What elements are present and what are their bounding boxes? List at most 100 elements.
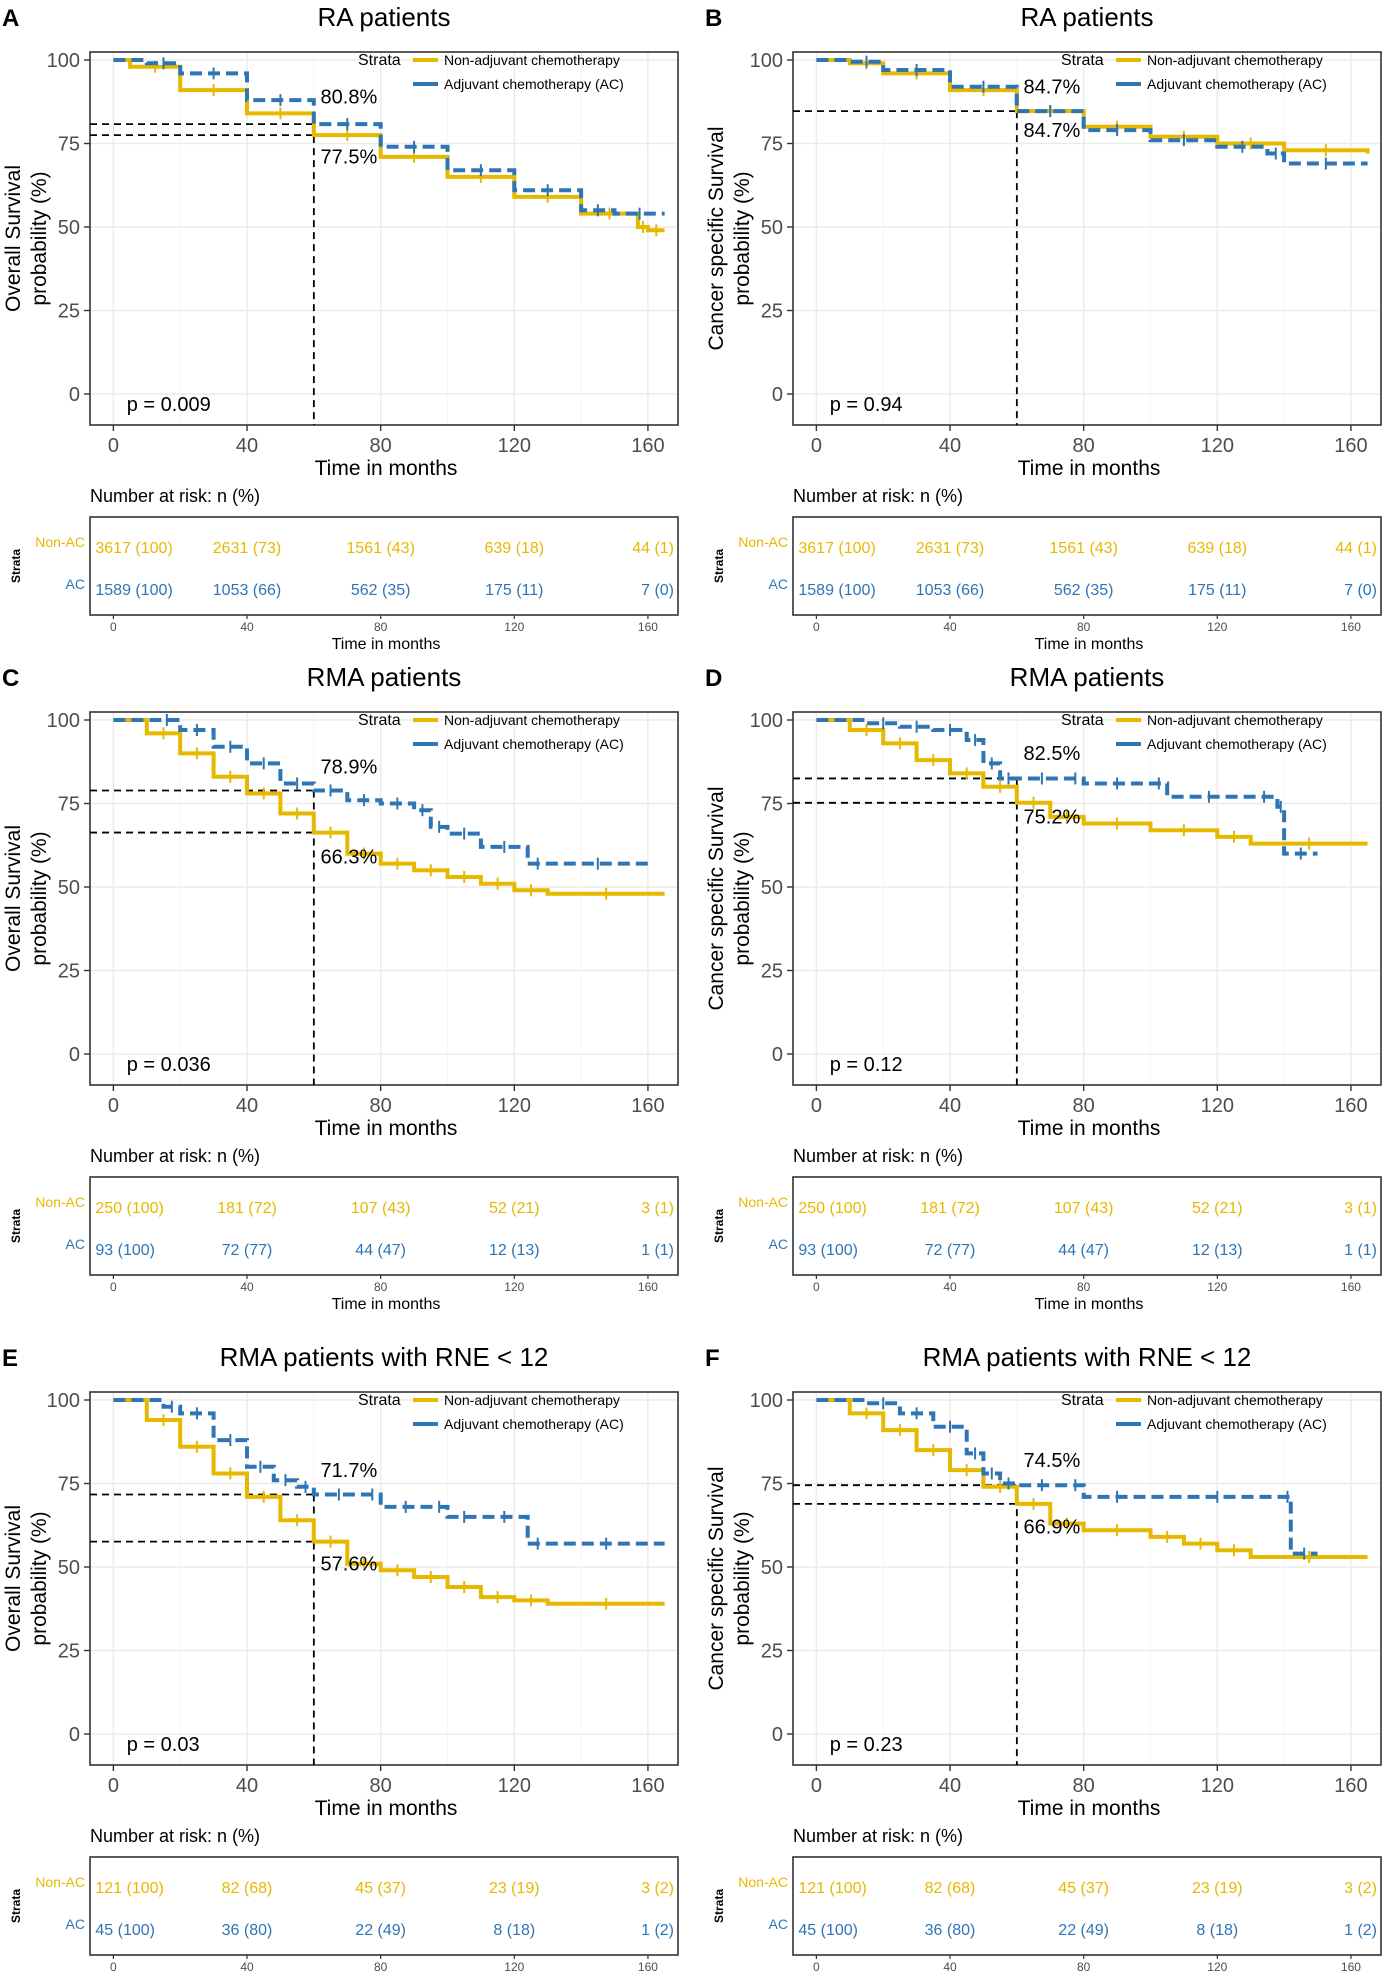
risk-x-tick-label: 120 — [1207, 1280, 1227, 1294]
risk-cell: 44 (47) — [355, 1242, 406, 1259]
y-axis-label: Cancer specific Survival probability (%) — [705, 1466, 754, 1690]
curve-adjuvant — [816, 58, 1368, 166]
x-tick-label: 120 — [498, 1775, 531, 1797]
plot-border — [89, 51, 679, 426]
risk-cell: 82 (68) — [222, 1880, 273, 1897]
legend-label: Adjuvant chemotherapy (AC) — [1147, 76, 1327, 92]
risk-x-tick-label: 0 — [813, 1280, 820, 1294]
risk-cell: 175 (11) — [485, 582, 543, 599]
y-tick-label: 25 — [761, 1641, 783, 1663]
legend-label: Non-adjuvant chemotherapy — [444, 712, 620, 728]
risk-x-tick-label: 40 — [943, 1960, 957, 1974]
p-value: p = 0.009 — [127, 394, 211, 416]
risk-x-tick-label: 0 — [813, 620, 820, 634]
risk-cell: 12 (13) — [489, 1242, 540, 1259]
risk-cell: 3617 (100) — [798, 540, 875, 557]
y-tick-label: 50 — [58, 217, 80, 239]
risk-axis-title: Strata — [9, 549, 23, 583]
risk-cell: 1053 (66) — [213, 582, 282, 599]
risk-x-tick-label: 0 — [110, 620, 117, 634]
risk-row-label: AC — [66, 1916, 85, 1932]
panel-letter: A — [2, 5, 19, 32]
risk-row-label: Non-AC — [738, 534, 788, 550]
x-tick-label: 120 — [498, 435, 531, 457]
risk-x-tick-label: 160 — [1341, 1960, 1361, 1974]
legend-title: Strata — [358, 52, 401, 69]
panel-letter: D — [705, 665, 722, 692]
annotation-label: 66.3% — [321, 847, 378, 869]
y-axis-label-line: Cancer specific Survival — [705, 786, 728, 1010]
y-tick-label: 25 — [761, 961, 783, 983]
y-axis-label-line: probability (%) — [731, 1511, 754, 1645]
y-tick-label: 100 — [47, 50, 80, 72]
x-tick-label: 80 — [370, 1775, 392, 1797]
y-tick-label: 50 — [761, 217, 783, 239]
risk-x-tick-label: 0 — [813, 1960, 820, 1974]
risk-cell: 175 (11) — [1188, 582, 1246, 599]
annotation-label: 74.5% — [1024, 1450, 1081, 1472]
risk-x-tick-label: 80 — [374, 1280, 388, 1294]
risk-cell: 3 (1) — [641, 1200, 674, 1217]
risk-cell: 52 (21) — [489, 1200, 540, 1217]
risk-cell: 22 (49) — [355, 1922, 406, 1939]
risk-cell: 1589 (100) — [798, 582, 875, 599]
risk-table-title: Number at risk: n (%) — [90, 1146, 260, 1166]
risk-cell: 45 (37) — [355, 1880, 406, 1897]
y-axis-label-line: Cancer specific Survival — [705, 126, 728, 350]
p-value: p = 0.23 — [830, 1734, 903, 1756]
legend-label: Non-adjuvant chemotherapy — [1147, 1392, 1323, 1408]
risk-x-tick-label: 120 — [1207, 1960, 1227, 1974]
risk-row-label: AC — [66, 576, 85, 592]
annotation-label: 77.5% — [321, 147, 378, 169]
risk-cell: 2631 (73) — [916, 540, 985, 557]
p-value: p = 0.03 — [127, 1734, 200, 1756]
risk-row-label: Non-AC — [35, 1194, 85, 1210]
risk-cell: 2631 (73) — [213, 540, 282, 557]
y-tick-label: 100 — [750, 710, 783, 732]
risk-x-tick-label: 160 — [638, 620, 658, 634]
y-axis-label-line: probability (%) — [28, 1511, 51, 1645]
p-value: p = 0.94 — [830, 394, 903, 416]
x-axis-label: Time in months — [315, 1797, 458, 1820]
y-tick-label: 50 — [58, 877, 80, 899]
y-axis-label-line: probability (%) — [28, 831, 51, 965]
x-tick-label: 80 — [1073, 1095, 1095, 1117]
risk-cell: 1561 (43) — [346, 540, 415, 557]
x-tick-label: 120 — [1201, 435, 1234, 457]
risk-row-label: AC — [769, 576, 788, 592]
risk-cell: 44 (1) — [632, 540, 674, 557]
risk-table-title: Number at risk: n (%) — [90, 1826, 260, 1846]
panel-d: D RMA patients 0 25 50 75 100 0 40 80 120 160 Time i… — [705, 662, 1382, 1313]
y-tick-label: 75 — [761, 134, 783, 156]
risk-cell: 639 (18) — [484, 540, 544, 557]
legend-label: Adjuvant chemotherapy (AC) — [1147, 1416, 1327, 1432]
x-tick-label: 120 — [498, 1095, 531, 1117]
chart-title: RA patients — [1021, 2, 1154, 32]
risk-cell: 72 (77) — [925, 1242, 976, 1259]
curve-non-adjuvant — [816, 718, 1368, 846]
x-tick-label: 160 — [1334, 1095, 1367, 1117]
x-tick-label: 160 — [631, 1775, 664, 1797]
risk-table-title: Number at risk: n (%) — [793, 1146, 963, 1166]
y-axis-label-line: probability (%) — [28, 171, 51, 305]
risk-row-label: AC — [66, 1236, 85, 1252]
y-axis-label-line: probability (%) — [731, 831, 754, 965]
legend-label: Adjuvant chemotherapy (AC) — [1147, 736, 1327, 752]
risk-x-axis-label: Time in months — [332, 636, 441, 653]
risk-cell: 121 (100) — [95, 1880, 163, 1897]
y-tick-label: 25 — [761, 301, 783, 323]
annotation-label: 84.7% — [1024, 120, 1081, 142]
risk-x-tick-label: 80 — [374, 1960, 388, 1974]
risk-axis-title: Strata — [712, 549, 726, 583]
risk-x-tick-label: 0 — [110, 1280, 117, 1294]
annotation-label: 80.8% — [321, 86, 378, 108]
y-tick-label: 75 — [58, 1474, 80, 1496]
y-axis-label-line: probability (%) — [731, 171, 754, 305]
panel-letter: B — [705, 5, 722, 32]
x-tick-label: 120 — [1201, 1095, 1234, 1117]
panel-b: B RA patients 0 25 50 75 100 0 40 80 120 160 Time in… — [705, 2, 1382, 653]
risk-cell: 22 (49) — [1058, 1922, 1109, 1939]
x-tick-label: 80 — [1073, 1775, 1095, 1797]
risk-table-border — [792, 516, 1382, 616]
